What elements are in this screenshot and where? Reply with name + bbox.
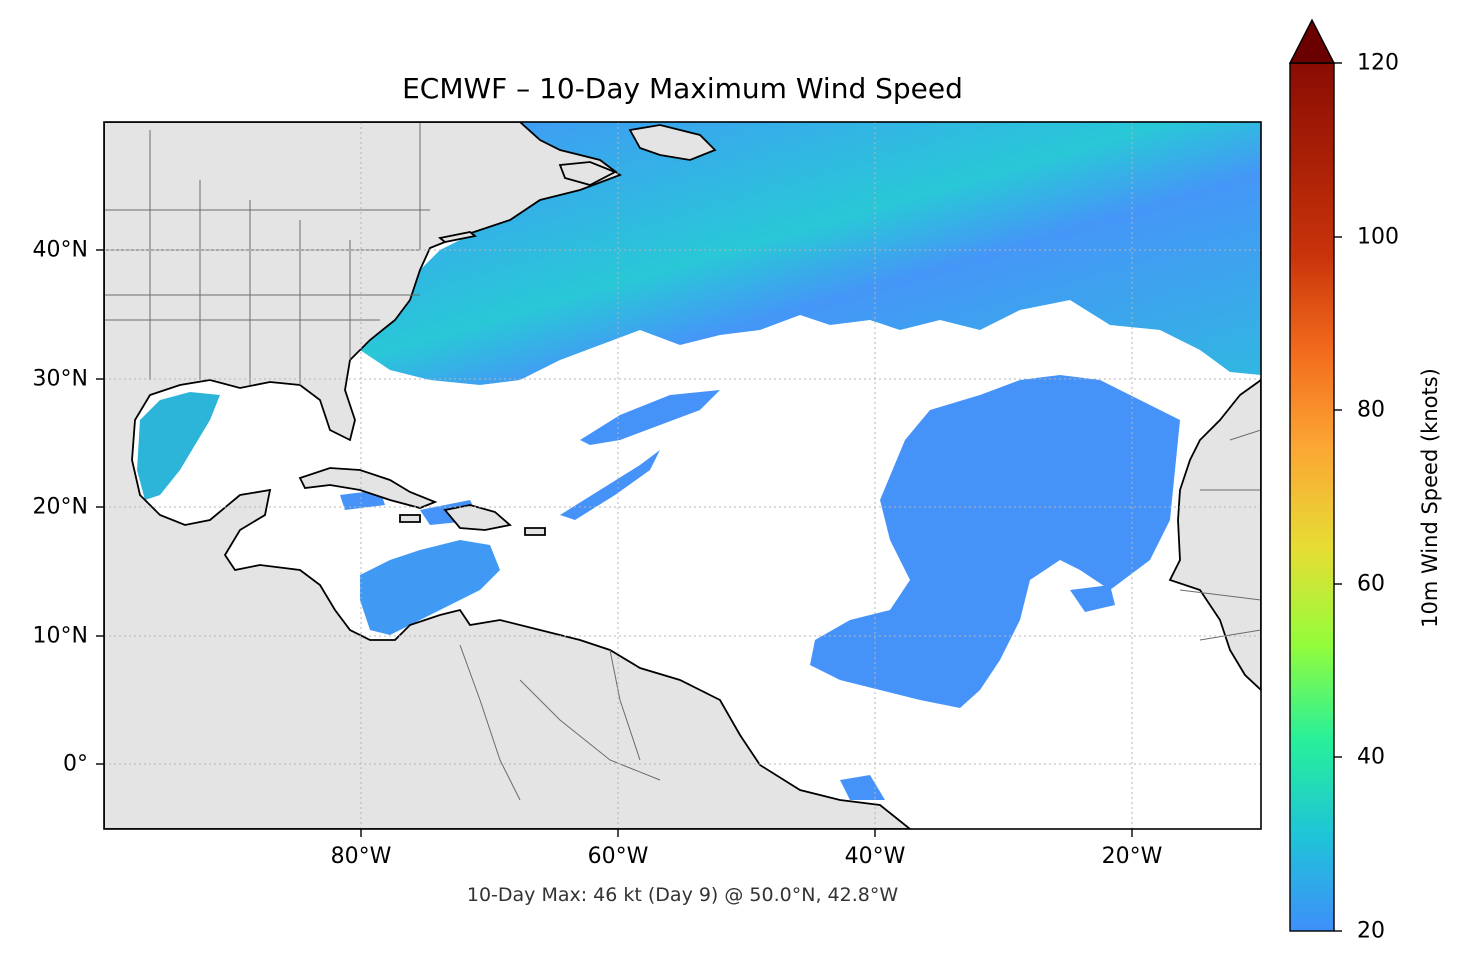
y-tick-label: 30°N <box>32 366 88 392</box>
map-frame <box>103 121 1262 830</box>
colorbar-tick-label: 40 <box>1357 744 1385 770</box>
colorbar-tick-label: 60 <box>1357 571 1385 597</box>
colorbar-tick-label: 100 <box>1357 224 1399 250</box>
land-nova-scotia <box>558 161 618 186</box>
land-jamaica <box>399 514 421 523</box>
colorbar-tick-label: 20 <box>1357 918 1385 944</box>
x-tick-label: 40°W <box>844 844 906 869</box>
wind-field-streak-2 <box>560 450 660 520</box>
wind-field-blob <box>1070 585 1115 612</box>
wind-field-gulf <box>137 392 220 500</box>
land-newfoundland <box>628 124 717 161</box>
land <box>104 122 1261 829</box>
max-wind-annotation: 10-Day Max: 46 kt (Day 9) @ 50.0°N, 42.8… <box>466 884 899 906</box>
colorbar-tick-label: 80 <box>1357 397 1385 423</box>
land-puerto-rico <box>524 527 546 536</box>
land-cuba <box>298 467 438 509</box>
y-tick-label: 0° <box>63 751 88 777</box>
land-africa <box>1168 378 1261 692</box>
land-long-island <box>437 231 478 243</box>
wind-field-caribbean <box>360 540 500 635</box>
land-north-america <box>104 122 912 829</box>
x-tick-label: 20°W <box>1101 844 1163 869</box>
colorbar-extend-arrow <box>1288 18 1336 64</box>
colorbar <box>1288 18 1342 932</box>
colorbar-label: 10m Wind Speed (knots) <box>1418 368 1442 628</box>
chart-title: ECMWF – 10-Day Maximum Wind Speed <box>402 72 963 105</box>
land-hispaniola <box>443 504 512 531</box>
x-tick-label: 80°W <box>330 844 392 869</box>
x-tick-label: 60°W <box>587 844 649 869</box>
y-tick-label: 40°N <box>32 237 88 263</box>
borders <box>104 122 1261 801</box>
axis-ticks <box>96 249 1133 837</box>
wind-field-streak <box>580 390 720 445</box>
y-tick-label: 20°N <box>32 494 88 520</box>
colorbar-gradient <box>1289 62 1335 932</box>
colorbar-tick-label: 120 <box>1357 50 1399 76</box>
wind-field-east <box>810 375 1180 708</box>
y-tick-label: 10°N <box>32 623 88 649</box>
